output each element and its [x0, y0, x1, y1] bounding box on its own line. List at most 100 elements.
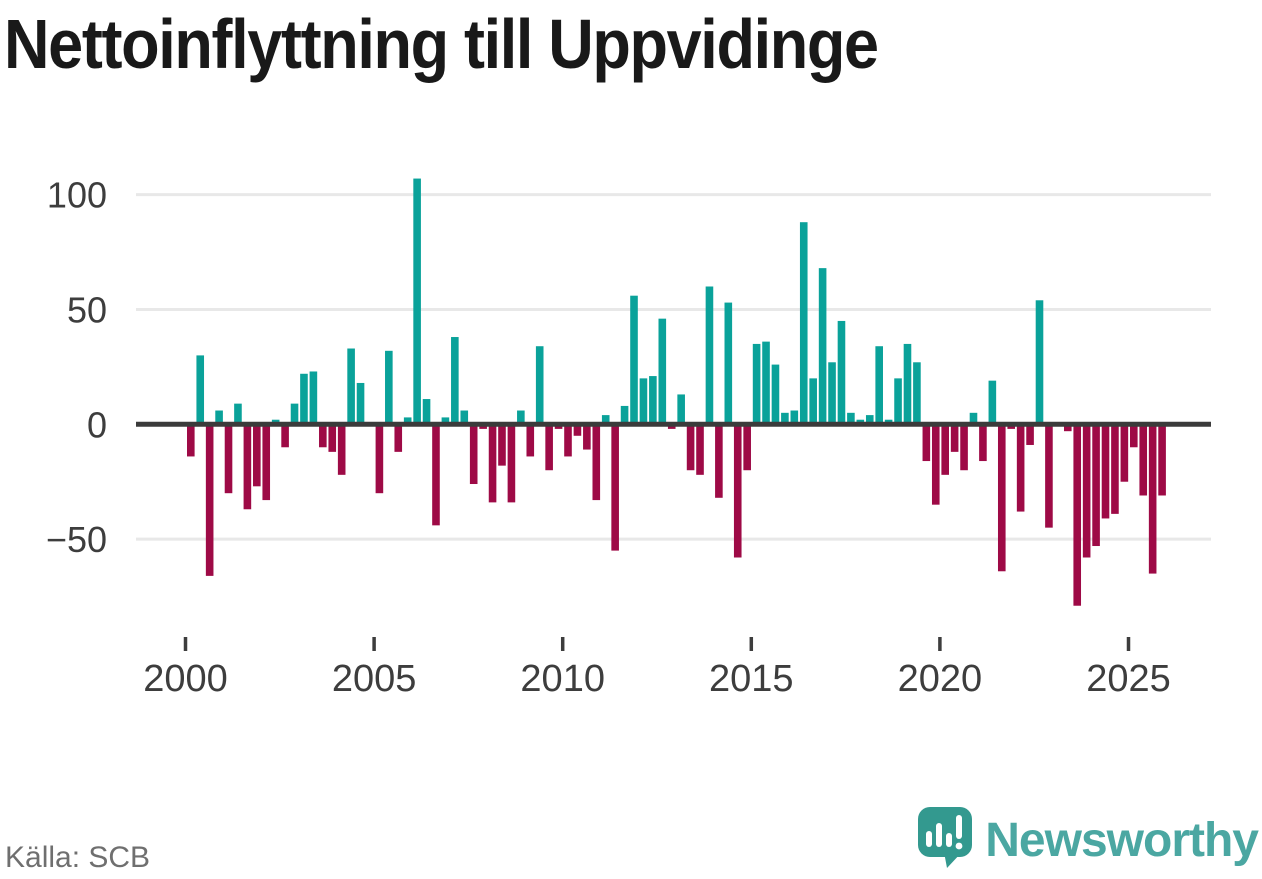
bar: [1063, 424, 1072, 432]
bar: [630, 295, 638, 425]
x-axis-label: 2025: [1086, 658, 1171, 700]
bar: [1035, 300, 1044, 425]
bar: [790, 410, 799, 425]
newsworthy-logo-icon: [918, 807, 973, 868]
bar: [592, 424, 601, 501]
bar: [507, 424, 516, 503]
bar: [903, 343, 912, 425]
bar: [328, 424, 337, 452]
bar: [187, 424, 195, 457]
bar: [432, 424, 440, 526]
bar: [573, 424, 582, 436]
bar: [234, 403, 242, 425]
bar: [1092, 424, 1100, 547]
bar: [337, 424, 346, 475]
x-axis-label: 2000: [143, 658, 228, 700]
bar: [375, 424, 384, 494]
bar: [960, 424, 968, 471]
bar: [781, 412, 789, 425]
bar: [620, 405, 629, 425]
bar: [828, 362, 836, 425]
bar: [319, 424, 327, 448]
bar: [724, 302, 733, 425]
bar: [969, 412, 978, 425]
y-axis-label: 0: [87, 404, 107, 445]
bar: [403, 417, 412, 425]
bar: [309, 371, 318, 425]
chart-title: Nettoinflyttning till Uppvidinge: [4, 5, 879, 83]
y-axis-label: 50: [67, 289, 107, 330]
bar: [469, 424, 478, 485]
bar: [422, 399, 431, 425]
bar: [658, 318, 667, 425]
x-axis-label: 2010: [520, 658, 605, 700]
bar: [1101, 424, 1110, 519]
bar: [347, 348, 355, 425]
bar: [941, 424, 949, 475]
bar: [1082, 424, 1091, 558]
bar: [1139, 424, 1148, 496]
bar: [517, 410, 525, 425]
bar: [696, 424, 704, 475]
bar: [979, 424, 987, 462]
bar: [913, 362, 921, 425]
bar: [865, 415, 874, 425]
bar: [809, 378, 817, 425]
bar: [601, 415, 610, 425]
bar: [894, 378, 902, 425]
newsworthy-wordmark: Newsworthy: [985, 813, 1259, 867]
bar: [931, 424, 940, 505]
bar: [224, 424, 233, 494]
bar: [649, 376, 657, 425]
bar: [611, 424, 619, 551]
bar: [997, 424, 1006, 572]
bar: [205, 424, 214, 576]
bar: [1111, 424, 1119, 514]
y-axis-label: −50: [46, 519, 107, 560]
bar: [1148, 424, 1157, 574]
bar: [818, 268, 827, 425]
bar: [545, 424, 553, 471]
bar: [243, 424, 252, 510]
bar: [799, 222, 808, 425]
bar: [394, 424, 403, 452]
bar: [743, 424, 751, 471]
bar: [385, 350, 393, 425]
bar: [837, 320, 846, 425]
bar: [715, 424, 723, 498]
bar: [639, 378, 648, 425]
bar: [922, 424, 931, 462]
bar: [290, 403, 299, 425]
bar: [498, 424, 506, 466]
bar: [356, 382, 365, 425]
bar: [847, 412, 855, 425]
bar: [875, 346, 883, 425]
bar: [1120, 424, 1129, 482]
newsworthy-brand: Newsworthy: [917, 806, 1259, 874]
bar: [1026, 424, 1034, 445]
bar: [441, 417, 450, 425]
bar: [526, 424, 535, 457]
bar: [253, 424, 261, 487]
bar: [988, 380, 997, 425]
bar: [215, 410, 223, 425]
bar: [950, 424, 959, 452]
bar: [771, 364, 780, 425]
bar: [196, 355, 205, 425]
bar: [564, 424, 572, 457]
bar: [300, 373, 308, 425]
bar: [262, 424, 271, 501]
bar: [281, 424, 289, 448]
bar: [762, 341, 770, 425]
y-axis-label: 100: [47, 175, 107, 216]
bar: [1045, 424, 1053, 528]
bar: [733, 424, 742, 558]
bar: [413, 178, 421, 425]
bar: [1016, 424, 1025, 512]
bar: [488, 424, 497, 503]
bar: [583, 424, 591, 450]
bar: [686, 424, 695, 471]
bar: [535, 346, 544, 425]
